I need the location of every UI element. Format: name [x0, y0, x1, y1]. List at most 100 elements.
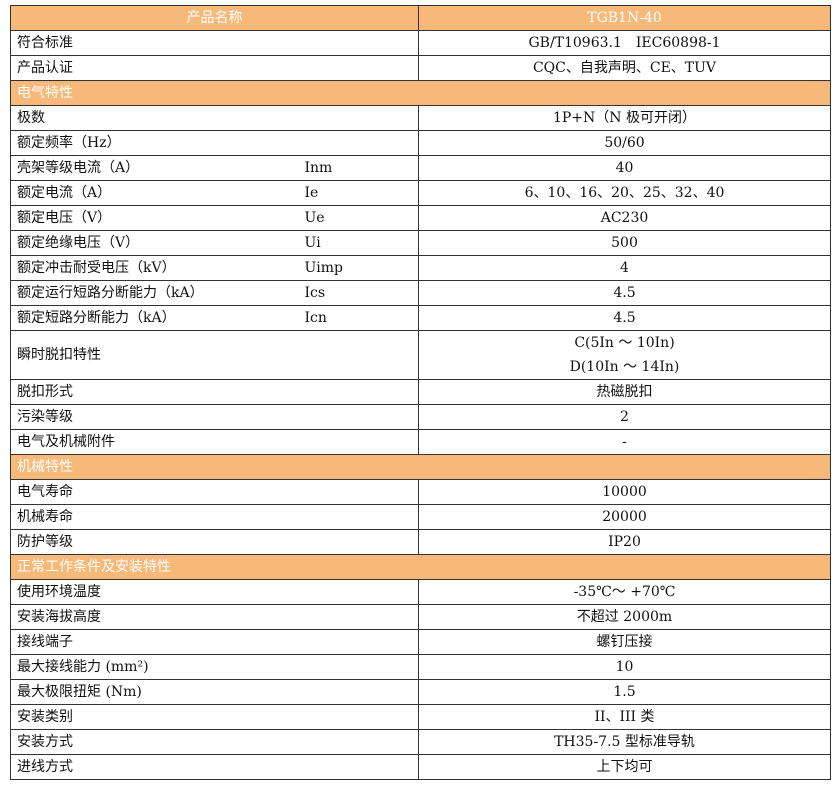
spec-label: 脱扣形式	[10, 379, 299, 405]
spec-symbol: Icn	[298, 305, 419, 331]
spec-value: 40	[418, 155, 831, 181]
spec-value: AC230	[418, 205, 831, 231]
table-row: 机械寿命 20000	[10, 504, 831, 530]
spec-label: 安装方式	[10, 729, 299, 755]
spec-symbol	[298, 579, 419, 605]
section-header: 电气特性	[10, 80, 831, 106]
spec-label: 额定运行短路分断能力（kA）	[10, 280, 299, 306]
spec-symbol	[298, 604, 419, 630]
spec-symbol	[298, 679, 419, 705]
spec-value-line: 6、10、16、20、25、32、40	[524, 185, 725, 201]
table-row: 电气及机械附件 -	[10, 429, 831, 455]
spec-symbol: Inm	[298, 155, 419, 181]
spec-label: 极数	[10, 105, 299, 131]
spec-value: 热磁脱扣	[418, 379, 831, 405]
spec-symbol: Ics	[298, 280, 419, 306]
spec-label: 机械寿命	[10, 504, 299, 530]
table-row: 脱扣形式 热磁脱扣	[10, 379, 831, 405]
spec-value: 10	[418, 654, 831, 680]
spec-symbol	[298, 754, 419, 780]
spec-value-line: 50/60	[604, 135, 645, 151]
spec-value: -35℃～ +70℃	[418, 579, 831, 605]
section-title: 正常工作条件及安装特性	[10, 554, 831, 580]
spec-value: IP20	[418, 529, 831, 555]
table-header-row: 产品名称 TGB1N-40	[10, 5, 831, 31]
spec-symbol	[298, 55, 419, 81]
table-row: 电气寿命 10000	[10, 479, 831, 505]
spec-value-line: GB/T10963.1 IEC60898-1	[528, 35, 721, 51]
spec-value: 2	[418, 404, 831, 430]
spec-value: TH35-7.5 型标准导轨	[418, 729, 831, 755]
spec-label: 电气寿命	[10, 479, 299, 505]
table-row: 最大极限扭矩 (Nm) 1.5	[10, 679, 831, 705]
spec-value-line: C(5In ～ 10In)	[574, 335, 675, 351]
table-row: 安装类别 II、III 类	[10, 704, 831, 730]
spec-symbol	[298, 429, 419, 455]
table-row: 接线端子 螺钉压接	[10, 629, 831, 655]
spec-value: 4.5	[418, 280, 831, 306]
spec-label: 安装类别	[10, 704, 299, 730]
spec-value-line: II、III 类	[594, 709, 655, 725]
spec-value: 上下均可	[418, 754, 831, 780]
spec-symbol	[298, 529, 419, 555]
spec-label: 额定短路分断能力（kA）	[10, 305, 299, 331]
spec-value: 1.5	[418, 679, 831, 705]
spec-symbol	[298, 379, 419, 405]
spec-value: 4.5	[418, 305, 831, 331]
spec-symbol: Uimp	[298, 255, 419, 281]
product-model: TGB1N-40	[418, 5, 831, 31]
spec-symbol	[298, 30, 419, 56]
table-row: 符合标准 GB/T10963.1 IEC60898-1	[10, 30, 831, 56]
table-row: 极数 1P+N（N 极可开闭）	[10, 105, 831, 131]
spec-value-line: 10	[615, 659, 634, 675]
spec-value-line: -	[622, 434, 627, 450]
spec-symbol	[298, 404, 419, 430]
table-row: 使用环境温度 -35℃～ +70℃	[10, 579, 831, 605]
spec-value-line: 螺钉压接	[596, 634, 653, 650]
spec-label: 接线端子	[10, 629, 299, 655]
spec-value-line: CQC、自我声明、CE、TUV	[532, 60, 717, 76]
spec-value: 500	[418, 230, 831, 256]
spec-value: GB/T10963.1 IEC60898-1	[418, 30, 831, 56]
spec-label: 电气及机械附件	[10, 429, 299, 455]
spec-symbol: Ie	[298, 180, 419, 206]
table-row: 进线方式 上下均可	[10, 754, 831, 780]
section-title: 机械特性	[10, 454, 831, 480]
product-name-label: 产品名称	[10, 5, 419, 31]
spec-value: C(5In ～ 10In) D(10In ～ 14In)	[418, 330, 831, 380]
spec-label: 额定电流（A）	[10, 180, 299, 206]
spec-label: 额定冲击耐受电压（kV）	[10, 255, 299, 281]
spec-value: 50/60	[418, 130, 831, 156]
table-row: 额定冲击耐受电压（kV） Uimp 4	[10, 255, 831, 281]
spec-value: 10000	[418, 479, 831, 505]
spec-symbol	[298, 729, 419, 755]
spec-label: 额定频率（Hz）	[10, 130, 299, 156]
spec-value: 不超过 2000m	[418, 604, 831, 630]
spec-label: 最大接线能力 (mm²)	[10, 654, 299, 680]
table-row: 瞬时脱扣特性 C(5In ～ 10In) D(10In ～ 14In)	[10, 330, 831, 380]
spec-value: 4	[418, 255, 831, 281]
spec-value-line: TH35-7.5 型标准导轨	[554, 734, 695, 750]
section-header: 正常工作条件及安装特性	[10, 554, 831, 580]
spec-label: 额定电压（V）	[10, 205, 299, 231]
spec-value: 6、10、16、20、25、32、40	[418, 180, 831, 206]
spec-table: 产品名称 TGB1N-40 符合标准 GB/T10963.1 IEC60898-1…	[10, 5, 831, 780]
spec-label: 使用环境温度	[10, 579, 299, 605]
spec-label: 进线方式	[10, 754, 299, 780]
spec-symbol	[298, 130, 419, 156]
spec-symbol	[298, 479, 419, 505]
spec-label: 壳架等级电流（A）	[10, 155, 299, 181]
spec-label: 瞬时脱扣特性	[10, 330, 299, 380]
spec-label: 符合标准	[10, 30, 299, 56]
spec-symbol	[298, 704, 419, 730]
table-row: 安装方式 TH35-7.5 型标准导轨	[10, 729, 831, 755]
spec-value: 1P+N（N 极可开闭）	[418, 105, 831, 131]
section-header: 机械特性	[10, 454, 831, 480]
spec-symbol: Ui	[298, 230, 419, 256]
table-row: 额定运行短路分断能力（kA） Ics 4.5	[10, 280, 831, 306]
table-row: 产品认证 CQC、自我声明、CE、TUV	[10, 55, 831, 81]
spec-symbol	[298, 105, 419, 131]
spec-symbol	[298, 504, 419, 530]
table-row: 额定电压（V） Ue AC230	[10, 205, 831, 231]
spec-value-line: 40	[615, 160, 634, 176]
